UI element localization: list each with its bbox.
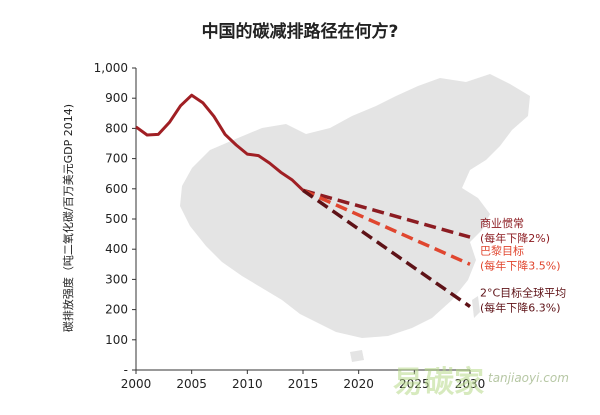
series-lines [135, 93, 472, 309]
series-label-3-line-1: (每年下降6.3%) [480, 301, 561, 315]
x-tick-label: 2005 [176, 377, 207, 391]
y-tick-label: 200 [105, 303, 128, 317]
watermark-logo-text: 碳家 [424, 365, 484, 400]
hainan-map-background [350, 350, 364, 362]
series-line-1 [302, 188, 471, 239]
watermark-logo: 易 碳家 tanjiaoyi.com [393, 365, 569, 400]
y-tick-label: 300 [105, 272, 128, 286]
watermark-url: tanjiaoyi.com [488, 371, 569, 385]
series-line-2 [302, 188, 471, 266]
watermark-logo-glyph: 易 [393, 365, 423, 400]
series-labels: 商业惯常(每年下降2%)巴黎目标(每年下降3.5%) 2°C目标全球平均(每年下降… [480, 216, 566, 314]
series-label-2-line-1: (每年下降3.5%) [480, 258, 561, 272]
series-line-3 [301, 188, 472, 309]
x-ticks: 2000 2005 2010 2015 2020 2025 2030 [121, 370, 486, 391]
series-label-2-line-0: 巴黎目标 [480, 243, 524, 257]
x-tick-label: 2030 [455, 377, 486, 391]
chart-title: 中国的碳减排路径在何方? [202, 21, 399, 42]
y-tick-label: 500 [105, 212, 128, 226]
x-tick-label: 2020 [343, 377, 374, 391]
y-tick-label: 400 [105, 242, 128, 256]
y-tick-label: 800 [105, 121, 128, 135]
y-tick-label: 900 [105, 91, 128, 105]
y-tick-label: 700 [105, 152, 128, 166]
series-line-0 [135, 93, 305, 192]
series-label-1-line-0: 商业惯常 [480, 216, 524, 230]
y-tick-label: 600 [105, 182, 128, 196]
y-tick-label: 1,000 [94, 61, 128, 75]
x-tick-label: 2010 [232, 377, 263, 391]
series-label-1-line-1: (每年下降2%) [480, 231, 550, 245]
y-tick-label: 100 [105, 333, 128, 347]
y-tick-label: - [124, 363, 128, 377]
x-tick-label: 2000 [121, 377, 152, 391]
y-axis-label: 碳排放强度（吨二氧化碳/百万美元GDP 2014) [61, 104, 75, 332]
x-tick-label: 2015 [288, 377, 319, 391]
x-tick-label: 2025 [399, 377, 430, 391]
y-ticks: - 100 200 300 400 500 600 700 800 900 1,000 [94, 61, 136, 377]
series-label-3-line-0: 2°C目标全球平均 [480, 286, 566, 300]
taiwan-map-background [472, 296, 480, 318]
